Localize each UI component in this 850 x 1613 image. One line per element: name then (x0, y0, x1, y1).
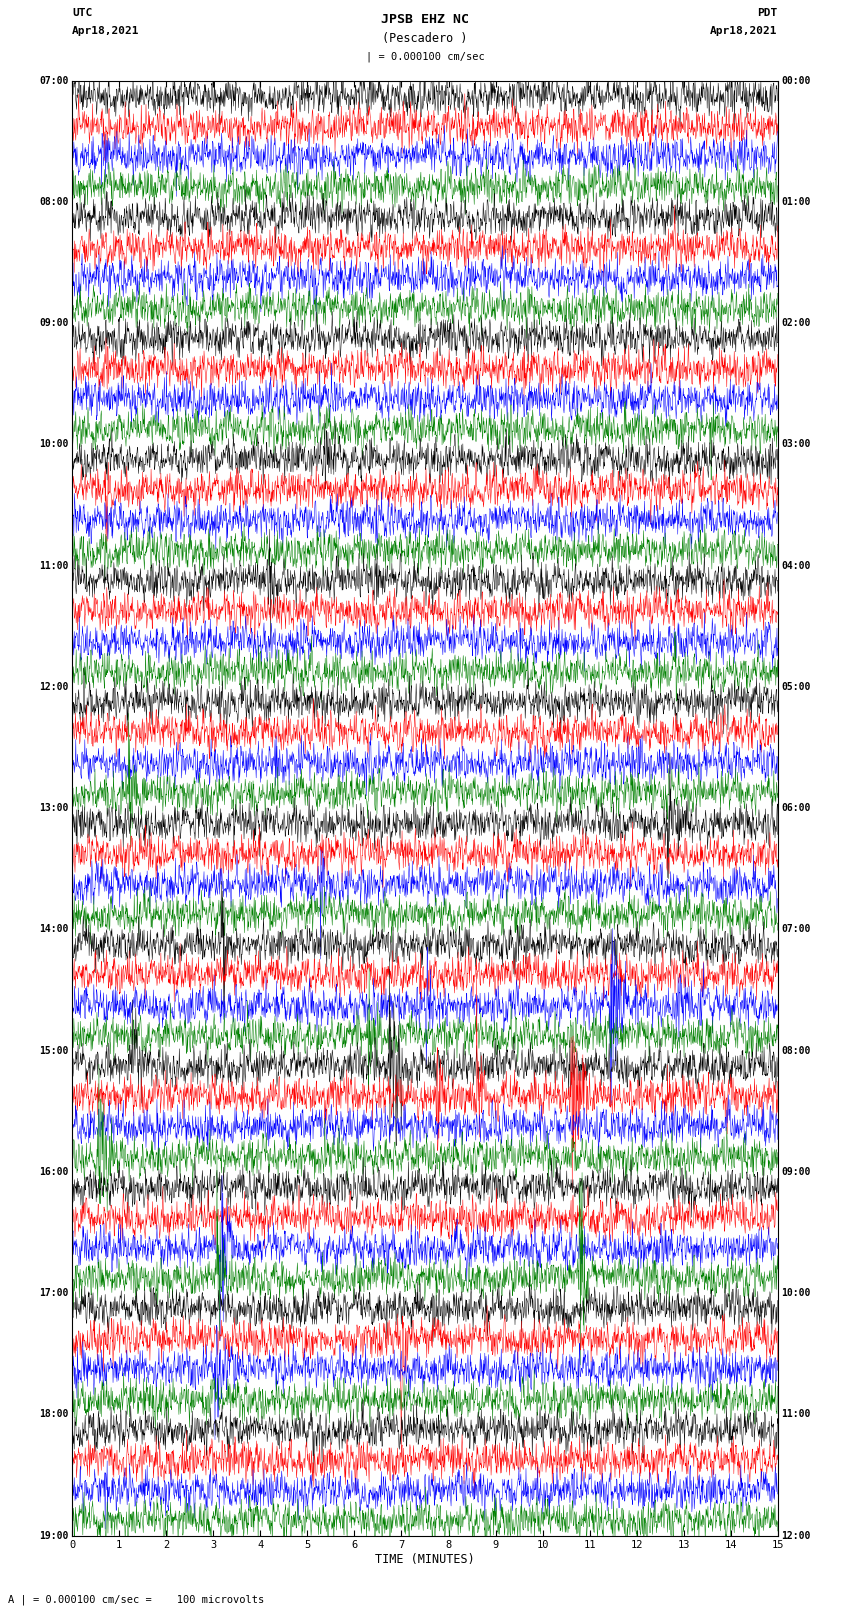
Text: 15:00: 15:00 (39, 1045, 69, 1055)
Text: 09:00: 09:00 (781, 1166, 811, 1177)
Text: 17:00: 17:00 (39, 1289, 69, 1298)
Text: JPSB EHZ NC: JPSB EHZ NC (381, 13, 469, 26)
Text: 08:00: 08:00 (781, 1045, 811, 1055)
Text: 16:00: 16:00 (39, 1166, 69, 1177)
Text: 11:00: 11:00 (39, 561, 69, 571)
Text: 18:00: 18:00 (39, 1410, 69, 1419)
Text: 07:00: 07:00 (781, 924, 811, 934)
Text: 19:00: 19:00 (39, 1531, 69, 1540)
X-axis label: TIME (MINUTES): TIME (MINUTES) (375, 1553, 475, 1566)
Text: (Pescadero ): (Pescadero ) (382, 32, 468, 45)
Text: 04:00: 04:00 (781, 561, 811, 571)
Text: 14:00: 14:00 (39, 924, 69, 934)
Text: 00:00: 00:00 (781, 76, 811, 85)
Text: UTC: UTC (72, 8, 93, 18)
Text: 03:00: 03:00 (781, 439, 811, 450)
Text: 12:00: 12:00 (781, 1531, 811, 1540)
Text: 01:00: 01:00 (781, 197, 811, 206)
Text: 11:00: 11:00 (781, 1410, 811, 1419)
Text: Apr18,2021: Apr18,2021 (711, 26, 778, 35)
Text: Apr18,2021: Apr18,2021 (72, 26, 139, 35)
Text: | = 0.000100 cm/sec: | = 0.000100 cm/sec (366, 52, 484, 63)
Text: PDT: PDT (757, 8, 778, 18)
Text: 13:00: 13:00 (39, 803, 69, 813)
Text: 06:00: 06:00 (781, 803, 811, 813)
Text: 12:00: 12:00 (39, 682, 69, 692)
Text: 05:00: 05:00 (781, 682, 811, 692)
Text: 08:00: 08:00 (39, 197, 69, 206)
Text: 07:00: 07:00 (39, 76, 69, 85)
Text: 09:00: 09:00 (39, 318, 69, 327)
Text: 02:00: 02:00 (781, 318, 811, 327)
Text: 10:00: 10:00 (39, 439, 69, 450)
Text: A | = 0.000100 cm/sec =    100 microvolts: A | = 0.000100 cm/sec = 100 microvolts (8, 1594, 264, 1605)
Text: 10:00: 10:00 (781, 1289, 811, 1298)
